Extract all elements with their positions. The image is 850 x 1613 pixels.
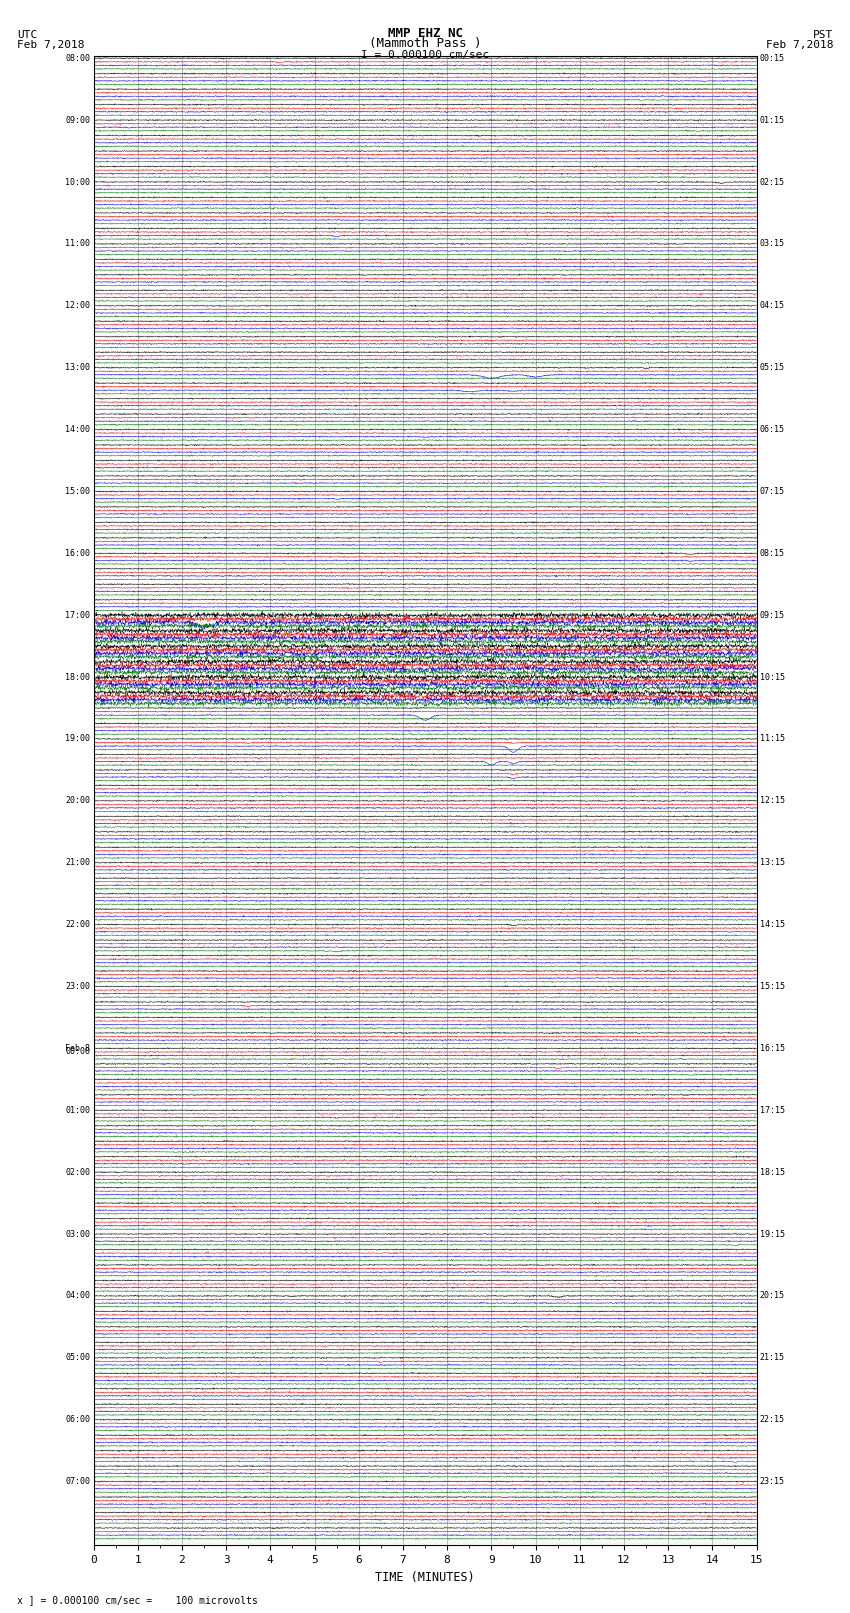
Text: x ] = 0.000100 cm/sec =    100 microvolts: x ] = 0.000100 cm/sec = 100 microvolts xyxy=(17,1595,258,1605)
Text: 12:00: 12:00 xyxy=(65,302,90,310)
Text: PST: PST xyxy=(813,31,833,40)
Text: (Mammoth Pass ): (Mammoth Pass ) xyxy=(369,37,481,50)
Text: 16:00: 16:00 xyxy=(65,548,90,558)
Text: 09:15: 09:15 xyxy=(760,611,785,619)
Text: 13:00: 13:00 xyxy=(65,363,90,373)
Text: 21:15: 21:15 xyxy=(760,1353,785,1363)
Text: I = 0.000100 cm/sec: I = 0.000100 cm/sec xyxy=(361,50,489,60)
Text: 13:15: 13:15 xyxy=(760,858,785,868)
Text: 01:15: 01:15 xyxy=(760,116,785,124)
Text: Feb 7,2018: Feb 7,2018 xyxy=(766,40,833,50)
Text: 22:15: 22:15 xyxy=(760,1415,785,1424)
Text: 08:00: 08:00 xyxy=(65,53,90,63)
Text: 17:15: 17:15 xyxy=(760,1107,785,1115)
Text: 09:00: 09:00 xyxy=(65,116,90,124)
Text: 15:00: 15:00 xyxy=(65,487,90,495)
Text: 10:00: 10:00 xyxy=(65,177,90,187)
Text: 23:15: 23:15 xyxy=(760,1478,785,1486)
Text: 18:00: 18:00 xyxy=(65,673,90,682)
Text: 03:00: 03:00 xyxy=(65,1229,90,1239)
Text: 23:00: 23:00 xyxy=(65,982,90,990)
Text: 20:00: 20:00 xyxy=(65,797,90,805)
Text: 14:15: 14:15 xyxy=(760,919,785,929)
Text: 20:15: 20:15 xyxy=(760,1292,785,1300)
X-axis label: TIME (MINUTES): TIME (MINUTES) xyxy=(375,1571,475,1584)
Text: 04:15: 04:15 xyxy=(760,302,785,310)
Text: 19:00: 19:00 xyxy=(65,734,90,744)
Text: 00:00: 00:00 xyxy=(65,1047,90,1057)
Text: 19:15: 19:15 xyxy=(760,1229,785,1239)
Text: UTC: UTC xyxy=(17,31,37,40)
Text: 17:00: 17:00 xyxy=(65,611,90,619)
Text: Feb 8: Feb 8 xyxy=(65,1044,90,1053)
Text: 04:00: 04:00 xyxy=(65,1292,90,1300)
Text: 01:00: 01:00 xyxy=(65,1107,90,1115)
Text: 12:15: 12:15 xyxy=(760,797,785,805)
Text: 03:15: 03:15 xyxy=(760,239,785,248)
Text: 21:00: 21:00 xyxy=(65,858,90,868)
Text: 16:15: 16:15 xyxy=(760,1044,785,1053)
Text: 07:00: 07:00 xyxy=(65,1478,90,1486)
Text: 07:15: 07:15 xyxy=(760,487,785,495)
Text: 02:15: 02:15 xyxy=(760,177,785,187)
Text: 02:00: 02:00 xyxy=(65,1168,90,1176)
Text: 00:15: 00:15 xyxy=(760,53,785,63)
Text: 10:15: 10:15 xyxy=(760,673,785,682)
Text: 05:00: 05:00 xyxy=(65,1353,90,1363)
Text: 05:15: 05:15 xyxy=(760,363,785,373)
Text: 14:00: 14:00 xyxy=(65,426,90,434)
Text: 22:00: 22:00 xyxy=(65,919,90,929)
Text: 15:15: 15:15 xyxy=(760,982,785,990)
Text: Feb 7,2018: Feb 7,2018 xyxy=(17,40,84,50)
Text: 06:00: 06:00 xyxy=(65,1415,90,1424)
Text: 06:15: 06:15 xyxy=(760,426,785,434)
Text: 11:00: 11:00 xyxy=(65,239,90,248)
Text: 11:15: 11:15 xyxy=(760,734,785,744)
Text: 18:15: 18:15 xyxy=(760,1168,785,1176)
Text: 08:15: 08:15 xyxy=(760,548,785,558)
Text: MMP EHZ NC: MMP EHZ NC xyxy=(388,27,462,40)
